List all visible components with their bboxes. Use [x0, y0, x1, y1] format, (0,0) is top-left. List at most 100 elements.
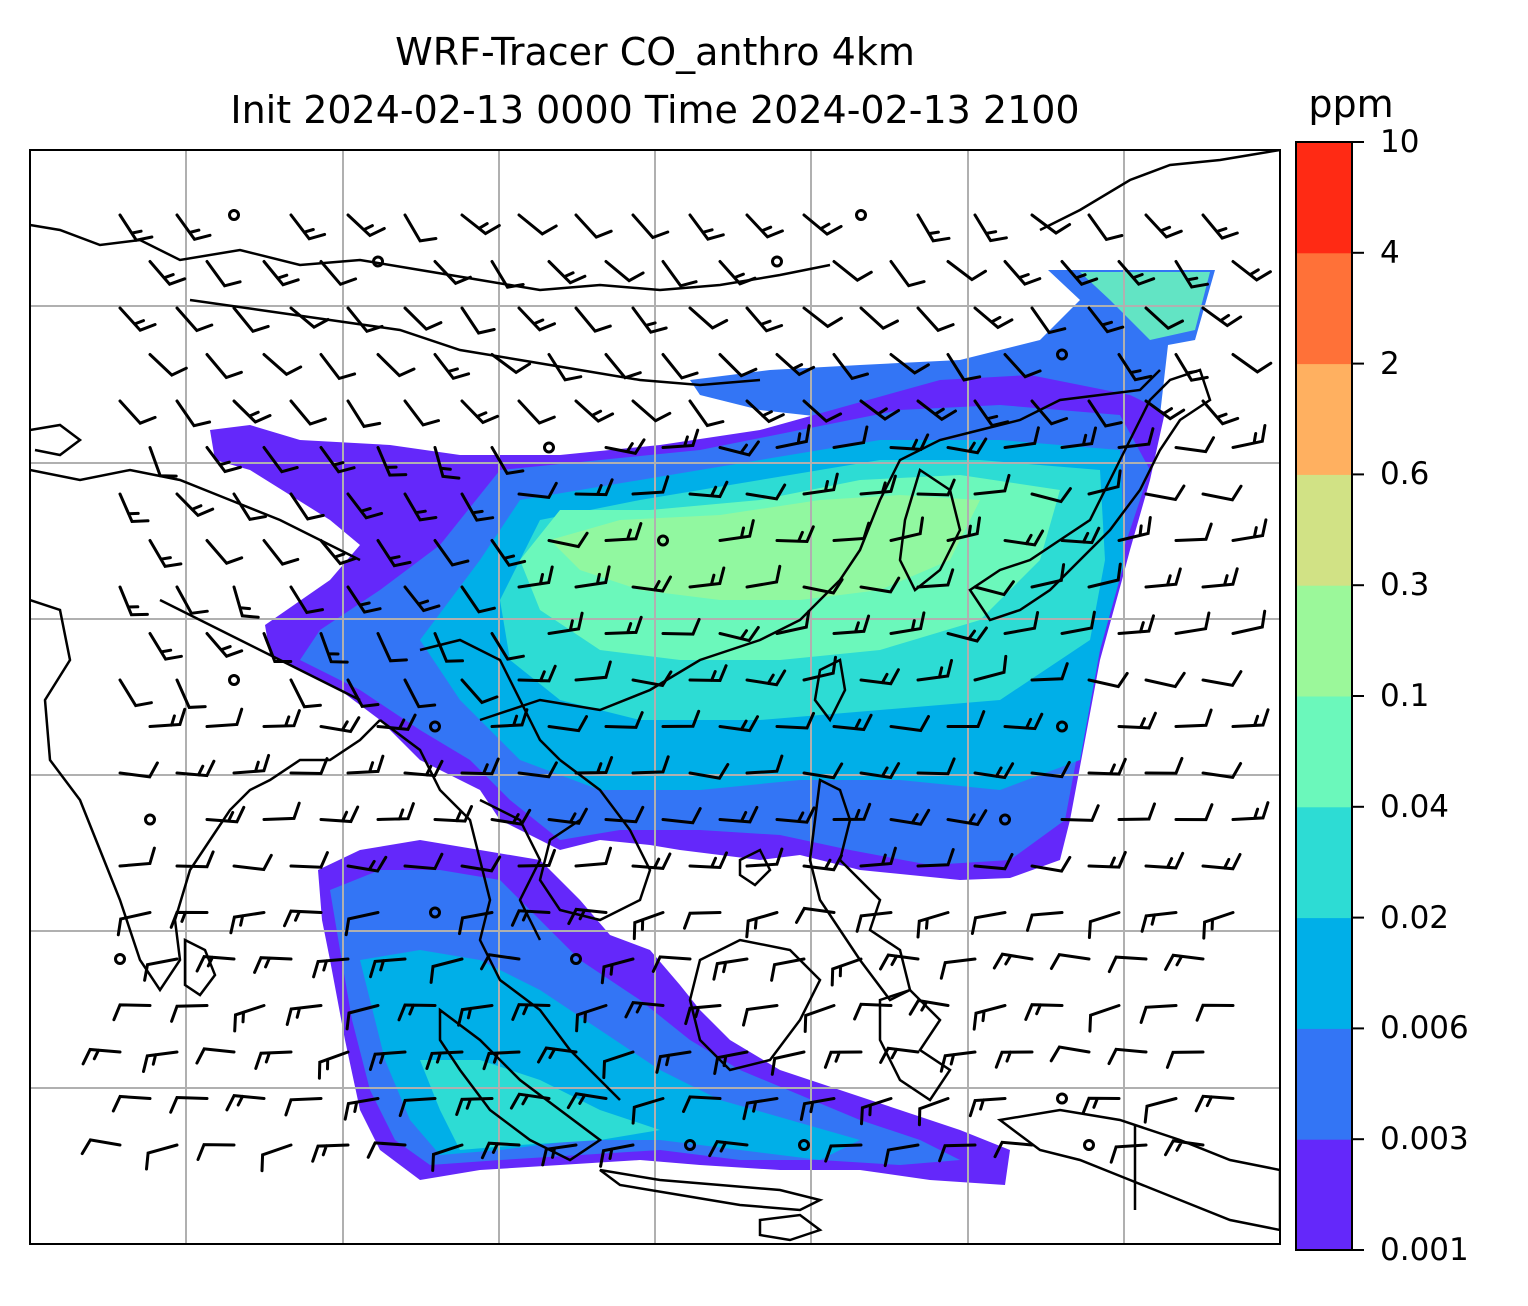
wind-barb: [916, 399, 957, 422]
wind-barb: [946, 353, 982, 382]
wind-barb: [683, 911, 722, 930]
wind-barb: [1087, 757, 1127, 776]
wind-barb: [376, 446, 408, 477]
colorbar-segment: [1296, 142, 1352, 254]
wind-barb: [889, 808, 931, 826]
wind-barb: [1117, 802, 1156, 821]
wind-barb: [889, 611, 926, 635]
wind-barb: [1140, 911, 1178, 933]
wind-barb: [832, 260, 873, 283]
wind-barb: [511, 1003, 551, 1021]
wind-barb: [433, 446, 461, 480]
wind-barb: [745, 399, 785, 424]
wind-barb: [802, 213, 843, 236]
wind-barb: [509, 1092, 551, 1110]
wind-barb: [118, 492, 150, 524]
wind-barb: [510, 909, 551, 927]
wind-calm-circle: [657, 534, 669, 547]
wind-barb: [604, 353, 642, 380]
coastline-russia-east: [1039, 150, 1280, 232]
wind-barb: [480, 953, 521, 971]
coastline-vietnam: [538, 759, 652, 922]
wind-barb: [970, 911, 1007, 935]
wind-barb: [175, 585, 209, 615]
wind-barb: [802, 306, 843, 329]
wind-barb: [431, 1143, 464, 1172]
wind-barb: [916, 848, 955, 868]
wind-barb: [745, 847, 784, 868]
wind-calm-circle: [1056, 720, 1068, 733]
wind-barb: [859, 846, 897, 868]
wind-barb: [661, 260, 698, 288]
wind-barb: [604, 438, 646, 455]
wind-barb: [631, 306, 668, 334]
wind-barb: [575, 1004, 608, 1033]
wind-barb: [624, 1001, 665, 1019]
wind-barb: [169, 910, 209, 929]
wind-calm-circle: [798, 1139, 810, 1151]
wind-barb: [1049, 952, 1091, 970]
colorbar-segment: [1296, 585, 1352, 697]
wind-barb: [688, 306, 729, 330]
wind-barb: [480, 1141, 521, 1160]
coastline-misc-1: [30, 423, 83, 457]
wind-barb: [688, 213, 725, 241]
wind-barb: [1088, 1004, 1121, 1033]
wind-barb: [376, 802, 415, 821]
wind-barb: [775, 806, 816, 824]
wind-barb: [661, 709, 701, 728]
wind-barb: [688, 399, 725, 428]
wind-barb: [196, 1143, 236, 1161]
coastline-sumatra: [438, 1007, 603, 1162]
wind-barb: [994, 1050, 1034, 1069]
wind-barb: [775, 609, 811, 635]
wind-barb: [916, 568, 955, 589]
colorbar: [1296, 141, 1364, 1251]
wind-barb: [775, 353, 816, 377]
wind-barb: [802, 472, 839, 496]
colorbar-segment: [1296, 1139, 1352, 1251]
wind-barb: [346, 492, 384, 520]
wind-barb: [973, 654, 1008, 682]
wind-barb: [547, 807, 588, 825]
wind-barb: [908, 998, 950, 1016]
wind-barb: [81, 1047, 122, 1066]
wind-barb: [832, 802, 872, 821]
wind-barb: [938, 1143, 977, 1163]
wind-barb: [718, 440, 760, 457]
wind-barb: [175, 399, 212, 428]
wind-barb: [993, 1140, 1034, 1159]
wind-barb: [429, 957, 464, 984]
wind-barb: [376, 353, 416, 378]
wind-barb: [651, 955, 692, 973]
wind-barb: [718, 519, 755, 542]
wind-barb: [517, 761, 558, 779]
wind-barb: [517, 399, 556, 425]
wind-barb: [1003, 611, 1040, 635]
wind-barb: [289, 585, 324, 615]
wind-barb: [285, 1004, 323, 1026]
wind-barb: [604, 522, 643, 542]
colorbar-tick-label: 0.04: [1380, 788, 1450, 825]
wind-barb: [205, 539, 244, 565]
wind-barb: [148, 260, 187, 286]
wind-barb: [1144, 671, 1186, 689]
wind-barb: [916, 478, 956, 497]
wind-barb: [460, 213, 501, 236]
wind-calm-circle: [543, 441, 555, 454]
wind-barb: [1174, 353, 1209, 382]
wind-barb: [682, 1095, 722, 1113]
colorbar-tick-label: 0.6: [1380, 456, 1430, 493]
wind-barb: [368, 1050, 407, 1071]
wind-barb: [1231, 518, 1268, 542]
wind-barb: [1030, 855, 1072, 873]
wind-barb: [1164, 1139, 1205, 1157]
wind-barb: [688, 566, 726, 589]
wind-barb: [973, 580, 1015, 597]
wind-barb: [1087, 469, 1122, 496]
wind-barb: [148, 632, 183, 661]
wind-barb: [346, 855, 388, 873]
wind-barb: [537, 1046, 578, 1064]
wind-barb: [262, 709, 301, 728]
